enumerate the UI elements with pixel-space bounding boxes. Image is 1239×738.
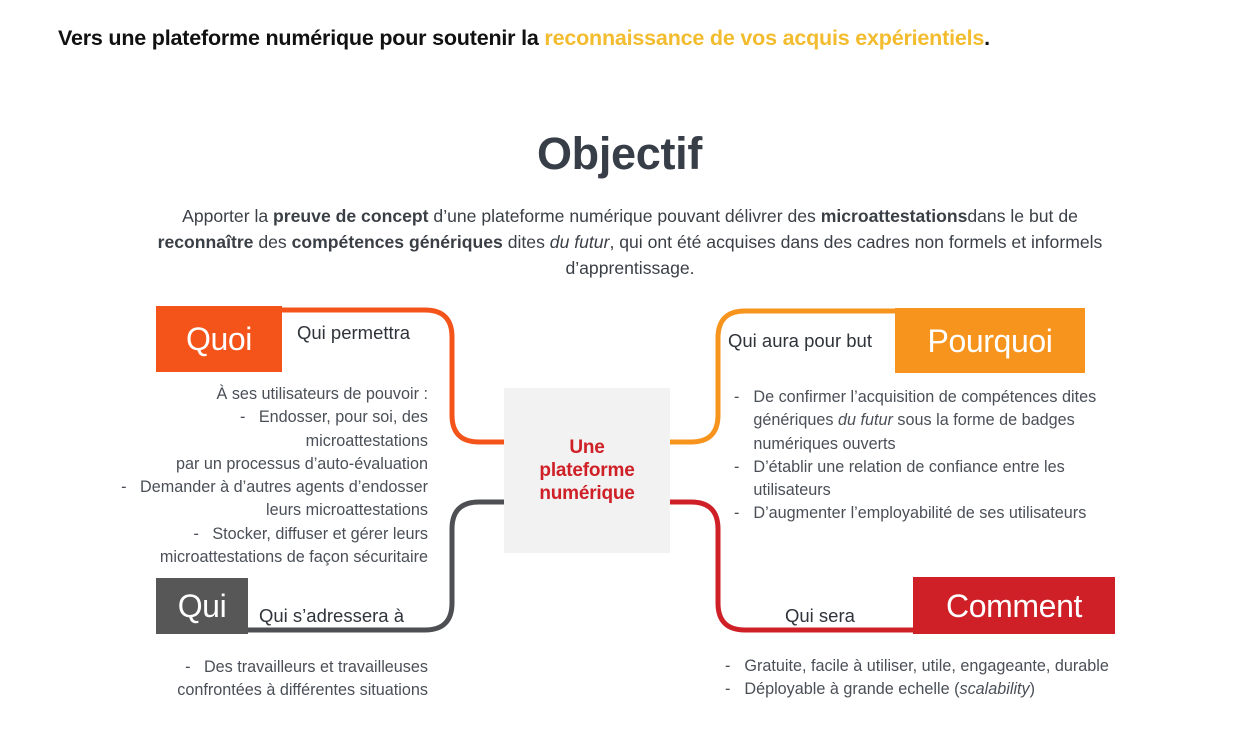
intro-text-1: Apporter la	[182, 206, 274, 226]
header-period: .	[984, 26, 990, 50]
text-italic: du futur	[838, 411, 893, 430]
content-comment: - Gratuite, facile à utiliser, utile, en…	[725, 655, 1145, 702]
tag-comment[interactable]: Comment	[913, 577, 1115, 634]
list-item: confrontées à différentes situations	[177, 681, 428, 700]
caption-pourquoi: Qui aura pour but	[728, 330, 872, 351]
content-qui: - Des travailleurs et travailleuses conf…	[150, 656, 428, 703]
list-item: À ses utilisateurs de pouvoir :	[216, 385, 428, 403]
intro-text-5: dites	[502, 232, 550, 252]
tag-pourquoi[interactable]: Pourquoi	[895, 308, 1085, 373]
list-item: microattestations de façon sécuritaire	[159, 548, 428, 567]
slide-header: Vers une plateforme numérique pour soute…	[58, 26, 990, 51]
bullet-dash: -	[734, 388, 740, 406]
header-highlight-text: reconnaissance de vos acquis expérientie…	[544, 26, 985, 50]
list-item: - Stocker, diffuser et gérer leurs	[193, 524, 428, 543]
list-item: - Déployable à grande echelle (scalabili…	[725, 678, 1145, 701]
text-pre: Déployable à grande echelle (	[744, 680, 960, 699]
text-post: sous la forme de badges numériques ouver…	[753, 411, 1075, 453]
intro-italic-dufutur: du futur	[549, 232, 610, 252]
text-post: )	[1029, 680, 1036, 699]
header-plain-text: Vers une plateforme numérique pour soute…	[58, 26, 545, 50]
text-pre: De confirmer l’acquisition de compétence…	[753, 388, 1097, 430]
tag-quoi[interactable]: Quoi	[156, 306, 282, 372]
intro-bold-reconnaitre: reconnaître	[157, 232, 254, 252]
center-node: Une plateforme numérique	[504, 388, 670, 553]
caption-comment: Qui sera	[785, 605, 855, 626]
bullet-dash: -	[734, 457, 740, 476]
intro-text-3: dans le but de	[967, 206, 1078, 226]
bullet-dash: -	[734, 504, 740, 523]
list-item-text: Déployable à grande echelle (scalability…	[744, 678, 1035, 701]
center-line-3: numérique	[539, 483, 635, 504]
tag-qui[interactable]: Qui	[156, 578, 248, 634]
caption-quoi: Qui permettra	[297, 322, 411, 343]
content-quoi: À ses utilisateurs de pouvoir : - Endoss…	[118, 383, 428, 569]
list-item: par un processus d’auto-évaluation	[176, 454, 428, 473]
intro-text-4: des	[253, 232, 292, 252]
list-item: - De confirmer l’acquisition de compéten…	[734, 386, 1106, 456]
intro-paragraph: Apporter la preuve de concept d’une plat…	[155, 203, 1105, 281]
caption-qui: Qui s’adressera à	[259, 605, 404, 626]
list-item-text: De confirmer l’acquisition de compétence…	[753, 386, 1106, 456]
bullet-dash: -	[725, 657, 731, 675]
bullet-dash: -	[725, 680, 731, 699]
list-item: - Endosser, pour soi, des microattestati…	[239, 408, 433, 450]
list-item-text: D’augmenter l’employabilité de ses utili…	[753, 504, 1087, 523]
list-item: - Gratuite, facile à utiliser, utile, en…	[725, 655, 1145, 678]
intro-bold-microattestations: microattestations	[820, 206, 968, 226]
list-item: leurs microattestations	[266, 501, 428, 520]
intro-text-2: d’une plateforme numérique pouvant déliv…	[428, 206, 821, 226]
intro-bold-competences: compétences génériques	[291, 232, 503, 252]
intro-bold-preuve: preuve de concept	[273, 206, 429, 226]
list-item-text: Gratuite, facile à utiliser, utile, enga…	[744, 657, 1109, 675]
page-title: Objectif	[536, 128, 703, 179]
center-line-2: plateforme	[539, 460, 635, 481]
center-line-1: Une	[569, 437, 605, 458]
text-italic: scalability	[959, 680, 1030, 699]
list-item: - Demander à d’autres agents d’endosser	[121, 478, 428, 497]
list-item: - D’établir une relation de confiance en…	[734, 456, 1106, 503]
center-node-label: Une plateforme numérique	[539, 436, 635, 505]
content-pourquoi: - De confirmer l’acquisition de compéten…	[734, 386, 1106, 526]
list-item: - Des travailleurs et travailleuses	[185, 658, 428, 676]
list-item: - D’augmenter l’employabilité de ses uti…	[734, 502, 1106, 525]
intro-text-7: des cadres non formels et informels d’ap…	[565, 232, 1103, 278]
list-item-text: D’établir une relation de confiance entr…	[753, 457, 1065, 500]
intro-text-6: , qui ont été acquises dans	[609, 232, 819, 252]
